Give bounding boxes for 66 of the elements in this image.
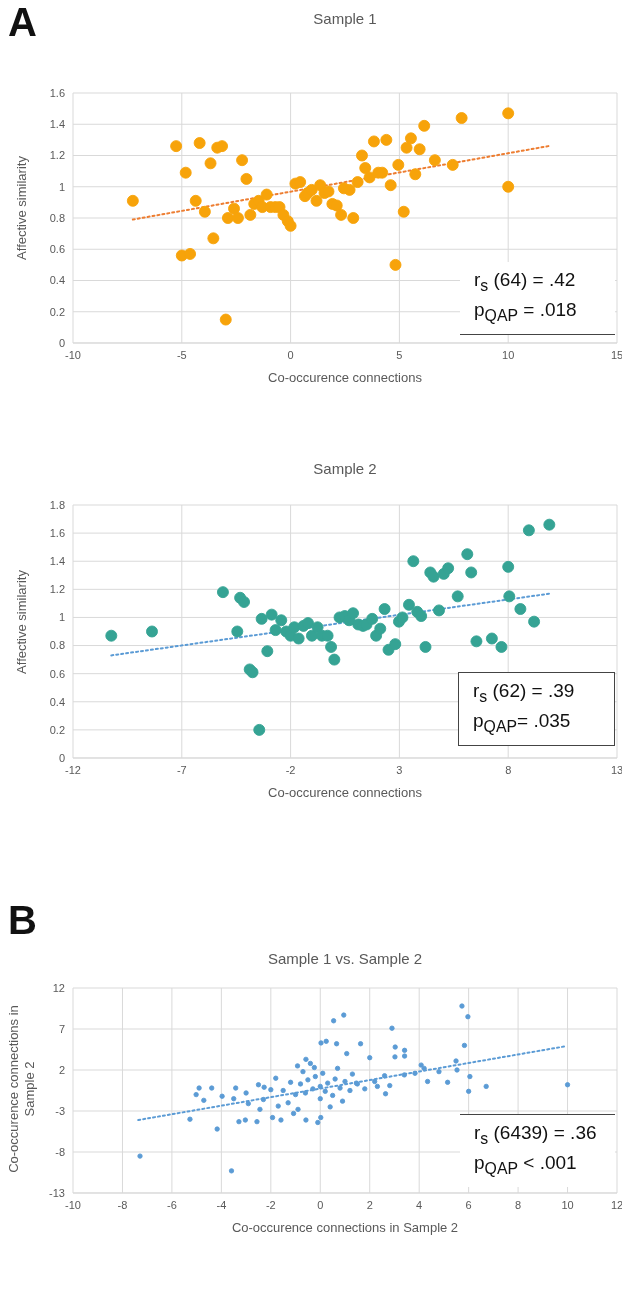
y-tick-label: 1 xyxy=(58,180,65,193)
x-tick-label: -4 xyxy=(216,1198,227,1211)
x-tick-label: -2 xyxy=(265,1198,276,1211)
annotation: r$_{s}$ (62) = .39 xyxy=(473,679,576,708)
x-tick-label: 12 xyxy=(610,1198,624,1211)
y-axis-title: Affective similarity xyxy=(14,155,30,262)
y-tick-label: 0.8 xyxy=(49,639,65,652)
x-axis-title: Co-occurence connections xyxy=(267,370,423,385)
x-tick-label: 2 xyxy=(366,1198,373,1211)
y-tick-label: 1.6 xyxy=(49,527,65,540)
y-tick-label: 0.8 xyxy=(49,211,65,224)
x-tick-label: 0 xyxy=(317,1198,324,1211)
y-tick-label: 1.2 xyxy=(49,149,65,162)
x-axis-title: Co-occurence connections in Sample 2 xyxy=(230,1220,460,1235)
y-tick-label: 0.6 xyxy=(49,667,65,680)
x-tick-label: -10 xyxy=(65,348,81,361)
x-tick-label: -6 xyxy=(167,1198,177,1211)
y-tick-label: 1.2 xyxy=(49,583,65,596)
annotation: p$_{QAP}$ < .001 xyxy=(474,1151,578,1179)
y-tick-label: 1.8 xyxy=(49,498,65,511)
x-tick-label: -7 xyxy=(176,763,187,776)
y-tick-label: 0.2 xyxy=(49,723,65,736)
x-tick-label: 0 xyxy=(287,348,294,361)
x-tick-label: 10 xyxy=(502,348,515,361)
annotation: p$_{QAP}$= .035 xyxy=(473,709,572,737)
y-tick-label: 1.4 xyxy=(49,555,65,568)
y-tick-label: 0.2 xyxy=(49,305,65,318)
x-tick-label: 6 xyxy=(465,1198,472,1211)
x-tick-label: 15 xyxy=(610,348,624,361)
y-axis-title: Affective similarity xyxy=(14,568,30,676)
y-tick-label: -13 xyxy=(49,1186,65,1199)
x-tick-label: -2 xyxy=(285,763,296,776)
y-tick-label: 0 xyxy=(58,751,65,764)
annotation: r$_{s}$ (64) = .42 xyxy=(474,268,577,297)
x-tick-label: 3 xyxy=(396,763,403,776)
y-tick-label: -8 xyxy=(55,1145,65,1158)
y-tick-label: 1 xyxy=(58,611,65,624)
text: A xyxy=(8,0,37,45)
x-tick-label: 13 xyxy=(610,763,624,776)
chart-title: Sample 1 vs. Sample 2 xyxy=(266,950,424,967)
y-axis-title: Co-occurence connections in Sample 2 xyxy=(6,1003,38,1175)
x-tick-label: -10 xyxy=(65,1198,81,1211)
x-tick-label: 5 xyxy=(396,348,403,361)
chart-title: Sample 1 xyxy=(312,10,378,27)
x-tick-label: 4 xyxy=(416,1198,423,1211)
x-tick-label: -8 xyxy=(117,1198,128,1211)
x-tick-label: 10 xyxy=(561,1198,574,1211)
y-tick-label: 0.6 xyxy=(49,243,65,256)
x-tick-label: -5 xyxy=(176,348,187,361)
y-tick-label: 2 xyxy=(58,1063,65,1076)
x-tick-label: -12 xyxy=(65,763,81,776)
annotation: r$_{s}$ (6439) = .36 xyxy=(474,1121,598,1150)
text: B xyxy=(8,898,37,943)
annotation: p$_{QAP}$ = .018 xyxy=(474,298,578,326)
y-tick-label: -3 xyxy=(55,1104,65,1117)
y-tick-label: 7 xyxy=(58,1022,65,1035)
y-tick-label: 12 xyxy=(52,981,65,994)
x-tick-label: 8 xyxy=(505,763,512,776)
y-tick-label: 0.4 xyxy=(49,695,65,708)
y-tick-label: 1.6 xyxy=(49,86,65,99)
x-axis-title: Co-occurence connections xyxy=(267,785,423,800)
y-tick-label: 1.4 xyxy=(49,118,65,131)
x-tick-label: 8 xyxy=(515,1198,522,1211)
chart-title: Sample 2 xyxy=(312,460,378,477)
y-tick-label: 0 xyxy=(58,336,65,349)
y-tick-label: 0.4 xyxy=(49,274,65,287)
